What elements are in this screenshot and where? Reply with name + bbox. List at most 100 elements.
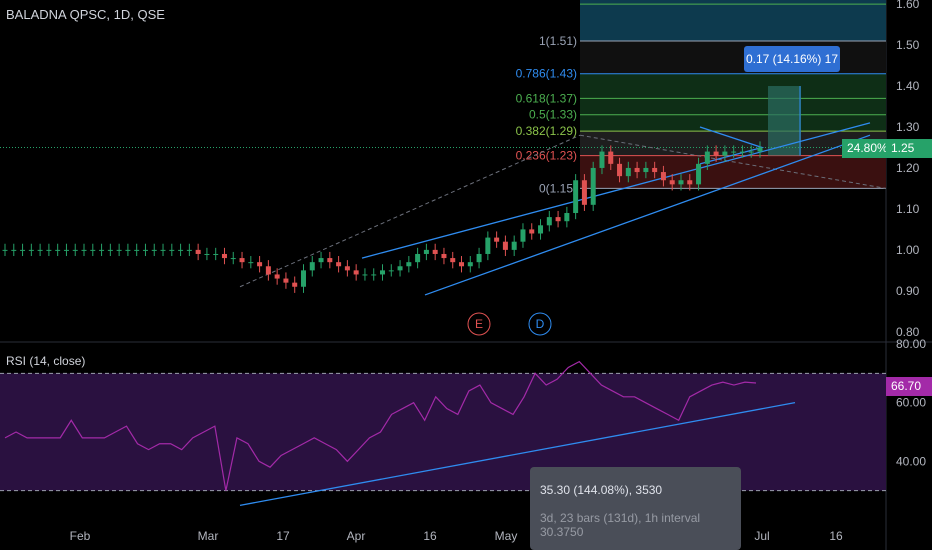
measure-label: 0.17 (14.16%) 17	[744, 46, 840, 72]
candle-body	[731, 151, 737, 153]
candle-body	[2, 249, 8, 251]
symbol-title: BALADNA QPSC, 1D, QSE	[6, 7, 165, 22]
candle-body	[625, 167, 631, 177]
candle-body	[441, 253, 447, 259]
candle-body	[55, 249, 61, 251]
x-tick-label: 16	[829, 529, 843, 543]
candle-body	[450, 258, 456, 263]
candle-body	[327, 258, 333, 263]
candle-body	[265, 266, 271, 275]
candle-body	[213, 253, 219, 255]
candle-body	[581, 180, 587, 205]
candle-body	[99, 249, 105, 251]
projection-box	[768, 86, 801, 156]
candle-body	[467, 262, 473, 267]
candle-body	[520, 229, 526, 242]
candle-body	[397, 266, 403, 271]
fib-zone-1	[580, 40, 886, 74]
candle-body	[72, 249, 78, 251]
candle-body	[459, 262, 465, 267]
rsi-tick-label: 60.00	[896, 396, 926, 410]
candle-body	[186, 249, 192, 251]
candle-body	[415, 253, 421, 263]
price-tick-label: 1.00	[896, 243, 920, 257]
candle-body	[116, 249, 122, 251]
candle-body	[160, 249, 166, 251]
candle-body	[485, 237, 491, 254]
price-tick-label: 1.60	[896, 0, 920, 11]
rsi-tick-label: 80.00	[896, 337, 926, 351]
fib-zone-4	[580, 155, 886, 189]
price-tick-label: 0.90	[896, 284, 920, 298]
candle-body	[257, 262, 263, 267]
fib-label: 0.236(1.23)	[516, 149, 577, 163]
fib-zone-2	[580, 73, 886, 132]
fib-label: 0.382(1.29)	[516, 124, 577, 138]
fib-zone-top	[580, 0, 886, 41]
candle-body	[617, 163, 623, 177]
candle-body	[63, 249, 69, 251]
candle-body	[573, 180, 579, 214]
candle-body	[371, 274, 377, 276]
price-tick-label: 0.80	[896, 325, 920, 339]
candle-body	[652, 167, 658, 173]
candle-body	[538, 225, 544, 234]
fib-label: 0.786(1.43)	[516, 67, 577, 81]
fib-label: 0.5(1.33)	[529, 108, 577, 122]
candle-body	[678, 180, 684, 185]
candle-body	[151, 249, 157, 251]
candle-body	[722, 151, 728, 156]
candle-body	[169, 249, 175, 251]
candle-body	[239, 258, 245, 263]
candle-body	[37, 249, 43, 251]
candle-body	[696, 163, 702, 185]
price-tick-label: 1.10	[896, 202, 920, 216]
candle-body	[46, 249, 52, 251]
candle-body	[81, 249, 87, 251]
candle-body	[555, 217, 561, 222]
price-tick-label: 1.50	[896, 38, 920, 52]
candle-body	[204, 253, 210, 255]
guide-dashed-1	[239, 134, 581, 288]
rsi-trendline	[239, 402, 796, 506]
candle-body	[432, 249, 438, 254]
candle-body	[643, 167, 649, 173]
wave-label: E	[475, 317, 483, 331]
candle-body	[125, 249, 131, 251]
x-tick-label: May	[495, 529, 518, 543]
candle-body	[757, 147, 763, 152]
candle-body	[353, 270, 359, 275]
candle-body	[423, 249, 429, 254]
candle-body	[380, 270, 385, 275]
candle-body	[713, 151, 719, 156]
candle-body	[134, 249, 140, 251]
rsi-band	[0, 373, 886, 491]
candle-body	[634, 167, 640, 173]
candle-body	[608, 151, 614, 164]
x-tick-label: Jul	[754, 529, 769, 543]
rsi-value-tag: 66.70	[886, 377, 932, 396]
wave-circle	[467, 312, 491, 336]
candle-body	[660, 172, 666, 181]
candle-body	[362, 274, 368, 276]
candle-body	[599, 151, 605, 168]
rsi-line	[4, 360, 757, 491]
candle-body	[230, 258, 236, 260]
rsi-tick-label: 40.00	[896, 454, 926, 468]
x-tick-label: 17	[276, 529, 290, 543]
candle-body	[283, 278, 289, 283]
x-tick-label: 16	[423, 529, 437, 543]
rsi-title: RSI (14, close)	[6, 354, 86, 368]
candle-body	[20, 249, 26, 251]
tooltip-line-2: 3d, 23 bars (131d), 1h interval 30.3750	[540, 511, 701, 539]
candle-body	[564, 213, 570, 222]
channel-upper	[361, 122, 871, 259]
fib-label: 1(1.51)	[539, 34, 577, 48]
candle-body	[494, 237, 500, 242]
fib-label: 0(1.15)	[539, 181, 577, 195]
candle-body	[529, 229, 535, 234]
candle-body	[406, 262, 412, 267]
x-tick-label: Apr	[347, 529, 366, 543]
wave-label: D	[536, 317, 545, 331]
